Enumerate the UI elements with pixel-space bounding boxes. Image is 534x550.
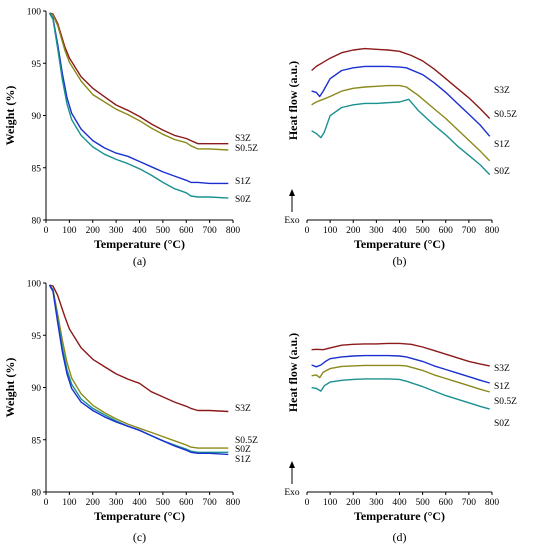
series-line-S0.5Z <box>49 12 229 151</box>
exo-arrow-icon <box>289 189 295 196</box>
panel-label: (d) <box>393 530 407 544</box>
series-line-S3Z <box>49 12 229 145</box>
x-axis-label: Temperature (°C) <box>354 237 445 251</box>
x-tick-label: 700 <box>462 498 477 508</box>
y-axis-label: Heat flow (a.u.) <box>286 333 300 412</box>
series-label-S3Z: S3Z <box>494 364 510 374</box>
panel-label: (a) <box>133 254 146 268</box>
x-tick-label: 800 <box>226 226 241 236</box>
series-label-S1Z: S1Z <box>235 177 251 187</box>
x-tick-label: 300 <box>109 226 124 236</box>
x-tick-label: 200 <box>86 226 101 236</box>
series-label-S3Z: S3Z <box>494 86 510 96</box>
y-tick-label: 85 <box>32 436 42 446</box>
x-tick-label: 800 <box>226 498 241 508</box>
series-line-S0Z <box>48 284 229 453</box>
series-label-S1Z: S1Z <box>494 382 510 392</box>
panel-a: 0 100 200 300 400 500 600 700 800 80 85 90 95 100 Temp… <box>3 8 258 269</box>
y-tick-label: 80 <box>32 217 42 227</box>
exo-arrow-icon <box>289 461 295 468</box>
series-line-S0.5Z <box>311 65 491 137</box>
series-line-S3Z <box>311 342 490 367</box>
x-tick-label: 100 <box>323 226 338 236</box>
panel-label: (c) <box>133 530 146 544</box>
x-tick-label: 200 <box>86 498 101 508</box>
series-label-S0Z: S0Z <box>494 419 510 429</box>
y-tick-label: 100 <box>27 280 42 290</box>
x-tick-label: 700 <box>203 226 218 236</box>
series-line-S0Z <box>311 378 490 410</box>
series-label-S0.5Z: S0.5Z <box>494 397 517 407</box>
x-tick-label: 500 <box>416 498 431 508</box>
series-line-S3Z <box>311 47 491 119</box>
series-line-S1Z <box>311 354 490 384</box>
series-label-S1Z: S1Z <box>235 455 251 465</box>
x-tick-label: 400 <box>392 498 407 508</box>
x-tick-label: 600 <box>439 498 454 508</box>
series-label-S0.5Z: S0.5Z <box>235 436 258 446</box>
series-label-S0Z: S0Z <box>235 195 251 205</box>
y-tick-label: 85 <box>32 164 42 174</box>
x-tick-label: 400 <box>132 226 147 236</box>
x-tick-label: 600 <box>179 226 194 236</box>
series-line-S1Z <box>311 84 491 162</box>
series-line-S0Z <box>311 98 491 176</box>
panel-label: (b) <box>393 254 407 268</box>
exo-label: Exo <box>284 488 300 498</box>
y-tick-label: 95 <box>32 332 42 342</box>
x-tick-label: 600 <box>439 226 454 236</box>
x-tick-label: 700 <box>203 498 218 508</box>
y-tick-label: 80 <box>32 489 42 499</box>
x-tick-label: 300 <box>369 498 384 508</box>
x-tick-label: 0 <box>305 226 310 236</box>
x-tick-label: 400 <box>392 226 407 236</box>
y-tick-label: 95 <box>32 60 42 70</box>
x-tick-label: 400 <box>132 498 147 508</box>
x-tick-label: 500 <box>156 226 171 236</box>
series-line-S0.5Z <box>311 364 490 393</box>
exo-label: Exo <box>284 216 300 226</box>
panel-c: 0 100 200 300 400 500 600 700 800 80 85 90 95 100 Temp… <box>3 280 258 545</box>
y-tick-label: 90 <box>32 384 42 394</box>
x-tick-label: 100 <box>62 498 77 508</box>
x-tick-label: 800 <box>485 226 500 236</box>
x-axis-label: Temperature (°C) <box>354 509 445 523</box>
series-label-S3Z: S3Z <box>235 134 251 144</box>
y-axis-label: Weight (%) <box>3 86 17 146</box>
x-tick-label: 300 <box>109 498 124 508</box>
series-line-S1Z <box>48 12 229 185</box>
series-line-S0Z <box>48 12 229 199</box>
x-tick-label: 200 <box>346 226 361 236</box>
x-tick-label: 0 <box>44 498 49 508</box>
x-tick-label: 800 <box>485 498 500 508</box>
x-tick-label: 600 <box>179 498 194 508</box>
x-tick-label: 200 <box>346 498 361 508</box>
y-axis-label: Heat flow (a.u.) <box>286 61 300 140</box>
series-label-S0Z: S0Z <box>494 167 510 177</box>
y-axis-label: Weight (%) <box>3 358 17 418</box>
series-line-S0.5Z <box>48 284 229 449</box>
x-tick-label: 100 <box>323 498 338 508</box>
x-tick-label: 0 <box>305 498 310 508</box>
x-axis-label: Temperature (°C) <box>94 509 185 523</box>
x-tick-label: 100 <box>62 226 77 236</box>
x-tick-label: 300 <box>369 226 384 236</box>
x-tick-label: 0 <box>44 226 49 236</box>
series-label-S0.5Z: S0.5Z <box>494 110 517 120</box>
series-label-S0.5Z: S0.5Z <box>235 144 258 154</box>
series-label-S3Z: S3Z <box>235 404 251 414</box>
panel-b: 0 100 200 300 400 500 600 700 800 Temperature (°C… <box>284 47 517 268</box>
panel-d: 0 100 200 300 400 500 600 700 800 Temperature (°C… <box>284 333 517 544</box>
x-tick-label: 500 <box>416 226 431 236</box>
series-label-S0Z: S0Z <box>235 445 251 455</box>
x-tick-label: 500 <box>156 498 171 508</box>
series-label-S1Z: S1Z <box>494 140 510 150</box>
series-line-S1Z <box>48 284 229 456</box>
y-tick-label: 100 <box>27 8 42 18</box>
x-axis-label: Temperature (°C) <box>94 237 185 251</box>
series-line-S3Z <box>49 284 229 413</box>
x-tick-label: 700 <box>462 226 477 236</box>
y-tick-label: 90 <box>32 112 42 122</box>
